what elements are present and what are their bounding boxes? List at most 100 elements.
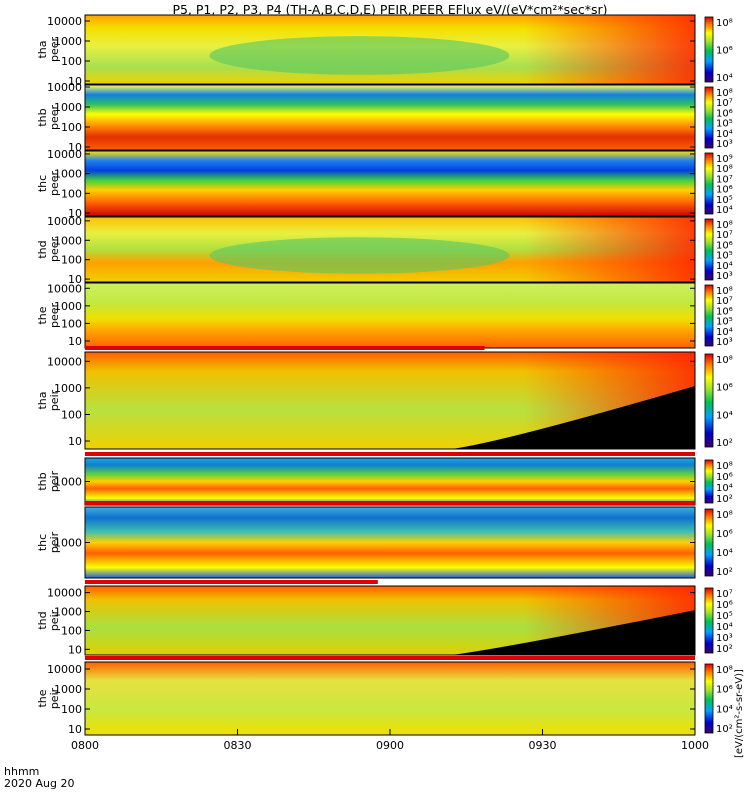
colorbar-tick-label: 10⁵ xyxy=(716,251,733,262)
colorbar-tick-label: 10⁴ xyxy=(716,73,733,84)
y-tick-label: 100 xyxy=(61,254,82,267)
panel-ylabel-species: peir xyxy=(48,609,61,631)
colorbar-tick-label: 10³ xyxy=(716,633,733,644)
x-tick-label: 0800 xyxy=(71,739,99,752)
y-tick-label: 10000 xyxy=(47,148,82,161)
x-tick-label: 0900 xyxy=(376,739,404,752)
y-tick-label: 1000 xyxy=(54,606,82,619)
colorbar xyxy=(704,16,714,83)
y-tick-label: 10 xyxy=(68,75,82,88)
colorbar-tick-label: 10⁴ xyxy=(716,205,733,216)
y-tick-label: 10 xyxy=(68,207,82,220)
panel-the-peir: 10000 1000 100 10 the peir 10⁸ 10⁶ 10⁴ 10² xyxy=(36,656,733,736)
y-tick-label: 100 xyxy=(61,624,82,637)
panel-tha-peir: 10000 1000 100 10 tha peir 10⁸ 10⁶ 10⁴ 10² xyxy=(36,346,733,450)
colorbar-tick-label: 10⁵ xyxy=(716,195,733,206)
y-tick-label: 10000 xyxy=(47,15,82,28)
colorbar-tick-label: 10⁷ xyxy=(716,589,733,600)
panel-ylabel-probe: thd xyxy=(36,611,49,629)
y-tick-label: 1000 xyxy=(54,683,82,696)
colorbar-unit-label: [eV/(cm²-s-sr-eV)] xyxy=(734,669,745,758)
panel-frame xyxy=(84,150,696,217)
colorbar-tick-label: 10² xyxy=(716,438,733,449)
colorbar-tick-label: 10⁸ xyxy=(716,461,733,472)
panel-frame xyxy=(84,84,696,151)
colorbar-tick-label: 10⁶ xyxy=(716,472,733,483)
no-data-region xyxy=(451,385,695,449)
y-tick-label: 100 xyxy=(61,55,82,68)
colorbar-tick-label: 10⁸ xyxy=(716,355,733,366)
colorbar xyxy=(704,152,714,215)
status-bar xyxy=(85,501,695,505)
colorbar xyxy=(704,508,714,577)
colorbar-tick-label: 10⁶ xyxy=(716,685,733,696)
date-label: 2020 Aug 20 xyxy=(4,777,74,790)
y-tick-label: 10000 xyxy=(47,587,82,600)
panel-ylabel-probe: the xyxy=(36,689,49,707)
spectrogram-edge xyxy=(524,15,695,84)
colorbar-tick-label: 10⁹ xyxy=(716,154,733,165)
y-tick-label: 1000 xyxy=(54,537,82,550)
panel-frame xyxy=(84,351,696,450)
y-tick-label: 10 xyxy=(68,643,82,656)
y-tick-label: 10 xyxy=(68,273,82,286)
colorbar-tick-label: 10³ xyxy=(716,271,733,282)
panel-ylabel-probe: thc xyxy=(36,534,49,551)
colorbar-tick-label: 10² xyxy=(716,494,733,505)
panel-frame xyxy=(84,14,696,85)
colorbar-tick-label: 10⁸ xyxy=(716,220,733,231)
y-tick-label: 10 xyxy=(68,723,82,736)
colorbar-tick-label: 10² xyxy=(716,724,733,735)
colorbar-tick-label: 10⁶ xyxy=(716,240,733,251)
colorbar-tick-label: 10⁶ xyxy=(716,600,733,611)
spectrogram xyxy=(85,85,695,150)
colorbar-tick-label: 10² xyxy=(716,567,733,578)
x-tick-label: 0830 xyxy=(224,739,252,752)
colorbar-tick-label: 10⁷ xyxy=(716,98,733,109)
panel-ylabel-species: peir xyxy=(48,531,61,553)
x-axis: 0800 0830 0900 0930 1000 xyxy=(71,729,709,752)
panel-ylabel-probe: thb xyxy=(36,472,49,490)
colorbar-tick-label: 10² xyxy=(716,644,733,655)
y-tick-label: 10 xyxy=(68,141,82,154)
spectrogram xyxy=(85,507,695,578)
panel-ylabel-species: peir xyxy=(48,687,61,709)
panel-ylabel-probe: tha xyxy=(36,391,49,409)
panel-ylabel-species: peer xyxy=(48,171,61,197)
y-tick-label: 1000 xyxy=(54,382,82,395)
y-tick-label: 100 xyxy=(61,121,82,134)
x-tick-label: 1000 xyxy=(681,739,709,752)
colorbar xyxy=(704,587,714,654)
colorbar-tick-label: 10⁴ xyxy=(716,483,733,494)
panel-ylabel-probe: thd xyxy=(36,240,49,258)
y-tick-label: 10 xyxy=(68,335,82,348)
chart-title: P5, P1, P2, P3, P4 (TH-A,B,C,D,E) PEIR,P… xyxy=(172,2,608,17)
panel-thc-peir: 1000 thc peir 10⁸ 10⁶ 10⁴ 10² xyxy=(36,501,733,579)
spectrogram xyxy=(85,458,695,505)
y-tick-label: 1000 xyxy=(54,101,82,114)
colorbar xyxy=(704,353,714,448)
colorbar-tick-label: 10⁶ xyxy=(716,46,733,57)
y-tick-label: 1000 xyxy=(54,35,82,48)
y-tick-label: 100 xyxy=(61,187,82,200)
y-tick-label: 100 xyxy=(61,408,82,421)
panel-ylabel-species: peir xyxy=(48,389,61,411)
colorbar-tick-label: 10⁵ xyxy=(716,119,733,130)
colorbar xyxy=(704,459,714,504)
colorbar-tick-label: 10⁶ xyxy=(716,108,733,119)
flux-region xyxy=(209,36,510,75)
spectrogram-edge xyxy=(524,217,695,282)
colorbar-tick-label: 10⁸ xyxy=(716,510,733,521)
colorbar-tick-label: 10⁷ xyxy=(716,174,733,185)
colorbar-tick-label: 10⁵ xyxy=(716,611,733,622)
colorbar-tick-label: 10⁶ xyxy=(716,383,733,394)
panel-ylabel-species: peer xyxy=(48,237,61,263)
y-tick-label: 1000 xyxy=(54,476,82,489)
colorbar-tick-label: 10⁸ xyxy=(716,18,733,29)
colorbar-tick-label: 10⁶ xyxy=(716,306,733,317)
panel-tha-peer: 10000 1000 100 10 tha peer 10⁸ 10⁶ 10⁴ xyxy=(36,14,733,88)
x-tick-label: 0930 xyxy=(529,739,557,752)
colorbar xyxy=(704,86,714,149)
